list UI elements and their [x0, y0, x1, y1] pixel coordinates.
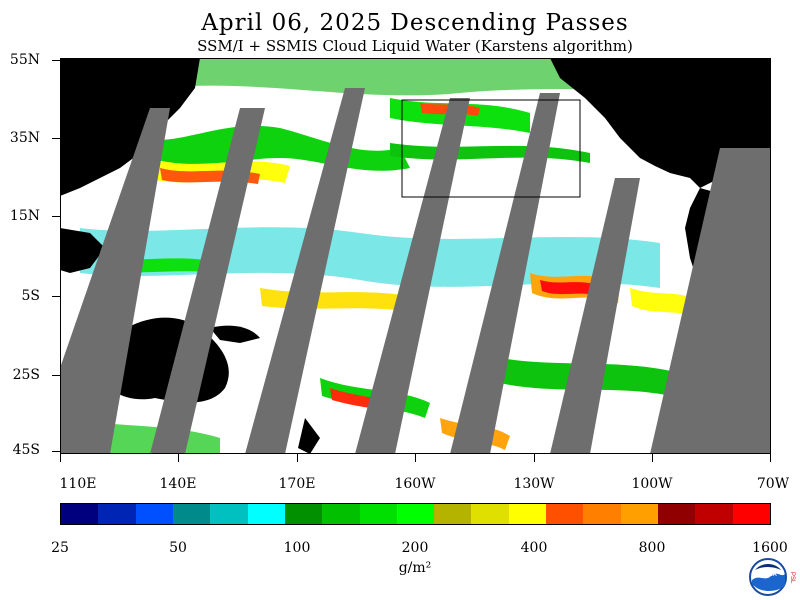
colorbar [60, 503, 771, 525]
lon-tick [652, 454, 653, 462]
lon-label: 160W [394, 476, 436, 492]
lat-tick [52, 451, 60, 452]
swath-7 [650, 148, 771, 454]
lon-tick [534, 454, 535, 462]
colorbar-label: 25 [51, 540, 69, 556]
lat-label: 15N [9, 208, 40, 224]
colorbar-label: 400 [520, 540, 548, 556]
lat-tick [52, 216, 60, 217]
lat-tick [52, 138, 60, 139]
colorbar-swatch [247, 504, 285, 524]
colorbar-swatch [732, 504, 770, 524]
colorbar-swatch [471, 504, 509, 524]
colorbar-swatch [135, 504, 173, 524]
lon-tick [60, 454, 61, 462]
colorbar-units: g/m² [398, 560, 432, 576]
lat-tick [52, 296, 60, 297]
colorbar-swatch [284, 504, 323, 524]
colorbar-swatch [396, 504, 435, 524]
lat-tick [52, 60, 60, 61]
lon-label: 110E [59, 476, 97, 492]
colorbar-swatch [61, 504, 99, 524]
lat-label: 45S [12, 442, 40, 458]
swath-2 [150, 108, 265, 454]
colorbar-swatch [658, 504, 696, 524]
colorbar-swatch [98, 504, 136, 524]
psl-logo-text: PSL [789, 572, 795, 584]
north-america-landmass [550, 58, 771, 188]
borneo-landmass [60, 228, 105, 273]
lon-label: 70W [756, 476, 790, 492]
swath-5 [450, 93, 560, 454]
map-border [60, 58, 771, 454]
lon-tick [770, 454, 771, 462]
lon-tick [415, 454, 416, 462]
map-title: April 06, 2025 Descending Passes [201, 10, 629, 36]
colorbar-label: 50 [169, 540, 187, 556]
region-box [401, 99, 581, 198]
colorbar-swatch [434, 504, 472, 524]
lat-tick [52, 375, 60, 376]
lon-label: 100W [631, 476, 673, 492]
colorbar-swatch [359, 504, 397, 524]
lat-label: 25S [12, 367, 40, 383]
colorbar-swatch [322, 504, 360, 524]
colorbar-swatch [508, 504, 547, 524]
colorbar-swatch [583, 504, 621, 524]
noaa-psl-logo: NOAA PSL [749, 558, 795, 596]
cloud-liquid-water-map [60, 58, 771, 454]
colorbar-label: 100 [283, 540, 311, 556]
lat-label: 35N [9, 130, 40, 146]
lon-label: 140E [159, 476, 197, 492]
lon-label: 130W [513, 476, 555, 492]
swath-6 [550, 178, 640, 454]
swath-3 [245, 88, 365, 454]
no-data-swaths [60, 88, 771, 454]
colorbar-label: 800 [638, 540, 666, 556]
colorbar-swatch [210, 504, 248, 524]
swath-1 [60, 108, 170, 454]
colorbar-label: 200 [401, 540, 429, 556]
lat-label: 55N [9, 52, 40, 68]
colorbar-swatch [172, 504, 211, 524]
lat-label: 5S [21, 288, 41, 304]
colorbar-swatch [620, 504, 658, 524]
colorbar-swatch [695, 504, 733, 524]
colorbar-label: 1600 [752, 540, 788, 556]
lon-tick [297, 454, 298, 462]
new-zealand-landmass [298, 418, 320, 454]
map-subtitle: SSM/I + SSMIS Cloud Liquid Water (Karste… [197, 37, 633, 55]
lon-tick [178, 454, 179, 462]
noaa-logo-text: NOAA [759, 572, 777, 578]
new-guinea-landmass [210, 325, 260, 343]
asia-landmass [60, 58, 200, 196]
lon-label: 170E [278, 476, 316, 492]
colorbar-swatch [546, 504, 584, 524]
swath-4 [355, 98, 470, 454]
